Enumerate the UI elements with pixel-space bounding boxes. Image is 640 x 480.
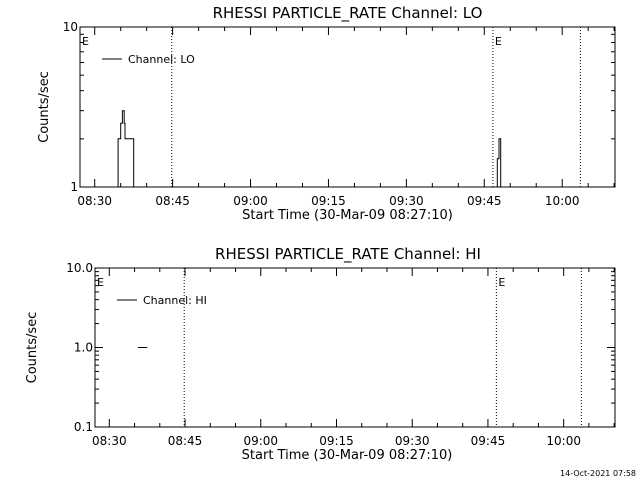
legend-label: Channel: HI	[143, 294, 207, 307]
x-tick-label: 10:00	[545, 194, 580, 208]
x-tick-label: 09:30	[389, 194, 424, 208]
chart-panel-hi: RHESSI PARTICLE_RATE Channel: HI Counts/s…	[25, 245, 616, 463]
plot-frame	[94, 267, 616, 428]
x-tick-label: 08:45	[155, 194, 190, 208]
plot-frame	[79, 26, 616, 188]
y-tick-label: 0.1	[74, 420, 93, 434]
x-axis-label: Start Time (30-Mar-09 08:27:10)	[242, 448, 453, 463]
y-tick-label: 10.0	[66, 261, 93, 275]
x-tick-label: 09:00	[243, 434, 278, 448]
event-flag-label: E	[82, 35, 89, 48]
data-series-line	[117, 110, 135, 187]
x-axis-label: Start Time (30-Mar-09 08:27:10)	[242, 208, 453, 223]
x-tick-label: 08:45	[168, 434, 203, 448]
x-tick-label: 08:30	[77, 194, 112, 208]
x-tick-label: 09:00	[233, 194, 268, 208]
y-tick-label: 10	[63, 20, 78, 34]
y-tick-label: 1	[70, 180, 78, 194]
x-tick-label: 09:45	[471, 434, 506, 448]
x-tick-label: 10:00	[546, 434, 581, 448]
event-flag-label: E	[498, 276, 505, 289]
event-flag-label: E	[495, 35, 502, 48]
chart-title: RHESSI PARTICLE_RATE Channel: LO	[213, 4, 483, 23]
x-tick-label: 09:45	[467, 194, 502, 208]
legend-label: Channel: LO	[128, 53, 195, 66]
y-axis-label: Counts/sec	[25, 312, 40, 384]
footer-timestamp: 14-Oct-2021 07:58	[560, 469, 636, 478]
y-tick-label: 1.0	[74, 341, 93, 355]
y-axis-label: Counts/sec	[37, 71, 52, 143]
x-tick-label: 09:15	[311, 194, 346, 208]
chart-panel-lo: RHESSI PARTICLE_RATE Channel: LO Counts/s…	[37, 4, 616, 223]
x-tick-label: 08:30	[92, 434, 127, 448]
event-flag-label: E	[97, 276, 104, 289]
x-tick-label: 09:30	[395, 434, 430, 448]
x-tick-label: 09:15	[319, 434, 354, 448]
data-series-line	[496, 138, 502, 187]
chart-title: RHESSI PARTICLE_RATE Channel: HI	[215, 245, 481, 264]
